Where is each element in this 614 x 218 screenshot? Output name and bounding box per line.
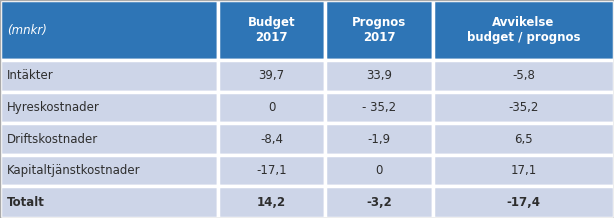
FancyBboxPatch shape <box>218 0 325 60</box>
Text: 17,1: 17,1 <box>510 164 537 177</box>
Text: Budget
2017: Budget 2017 <box>248 16 295 44</box>
FancyBboxPatch shape <box>325 0 433 60</box>
Text: 6,5: 6,5 <box>514 133 533 145</box>
Text: -17,1: -17,1 <box>257 164 287 177</box>
Text: Hyreskostnader: Hyreskostnader <box>7 101 100 114</box>
Text: 39,7: 39,7 <box>258 69 285 82</box>
Text: 0: 0 <box>268 101 276 114</box>
Text: - 35,2: - 35,2 <box>362 101 396 114</box>
Text: Kapitaltjänstkostnader: Kapitaltjänstkostnader <box>7 164 141 177</box>
FancyBboxPatch shape <box>218 123 325 155</box>
FancyBboxPatch shape <box>218 186 325 218</box>
FancyBboxPatch shape <box>433 60 614 92</box>
FancyBboxPatch shape <box>0 186 218 218</box>
Text: -8,4: -8,4 <box>260 133 283 145</box>
FancyBboxPatch shape <box>0 0 218 60</box>
FancyBboxPatch shape <box>218 92 325 123</box>
Text: -5,8: -5,8 <box>512 69 535 82</box>
FancyBboxPatch shape <box>433 186 614 218</box>
Text: Driftskostnader: Driftskostnader <box>7 133 99 145</box>
FancyBboxPatch shape <box>218 60 325 92</box>
FancyBboxPatch shape <box>433 92 614 123</box>
Text: Prognos
2017: Prognos 2017 <box>352 16 406 44</box>
Text: -3,2: -3,2 <box>367 196 392 209</box>
Text: -35,2: -35,2 <box>508 101 538 114</box>
FancyBboxPatch shape <box>325 186 433 218</box>
FancyBboxPatch shape <box>325 155 433 186</box>
Text: 0: 0 <box>375 164 383 177</box>
FancyBboxPatch shape <box>325 123 433 155</box>
Text: Totalt: Totalt <box>7 196 45 209</box>
Text: Avvikelse
budget / prognos: Avvikelse budget / prognos <box>467 16 580 44</box>
Text: -17,4: -17,4 <box>507 196 540 209</box>
FancyBboxPatch shape <box>325 60 433 92</box>
FancyBboxPatch shape <box>433 155 614 186</box>
Text: Intäkter: Intäkter <box>7 69 54 82</box>
Text: 33,9: 33,9 <box>366 69 392 82</box>
FancyBboxPatch shape <box>433 123 614 155</box>
FancyBboxPatch shape <box>0 155 218 186</box>
FancyBboxPatch shape <box>218 155 325 186</box>
FancyBboxPatch shape <box>325 92 433 123</box>
FancyBboxPatch shape <box>0 92 218 123</box>
FancyBboxPatch shape <box>433 0 614 60</box>
FancyBboxPatch shape <box>0 123 218 155</box>
FancyBboxPatch shape <box>0 60 218 92</box>
Text: 14,2: 14,2 <box>257 196 286 209</box>
Text: (mnkr): (mnkr) <box>7 24 47 36</box>
Text: -1,9: -1,9 <box>368 133 391 145</box>
